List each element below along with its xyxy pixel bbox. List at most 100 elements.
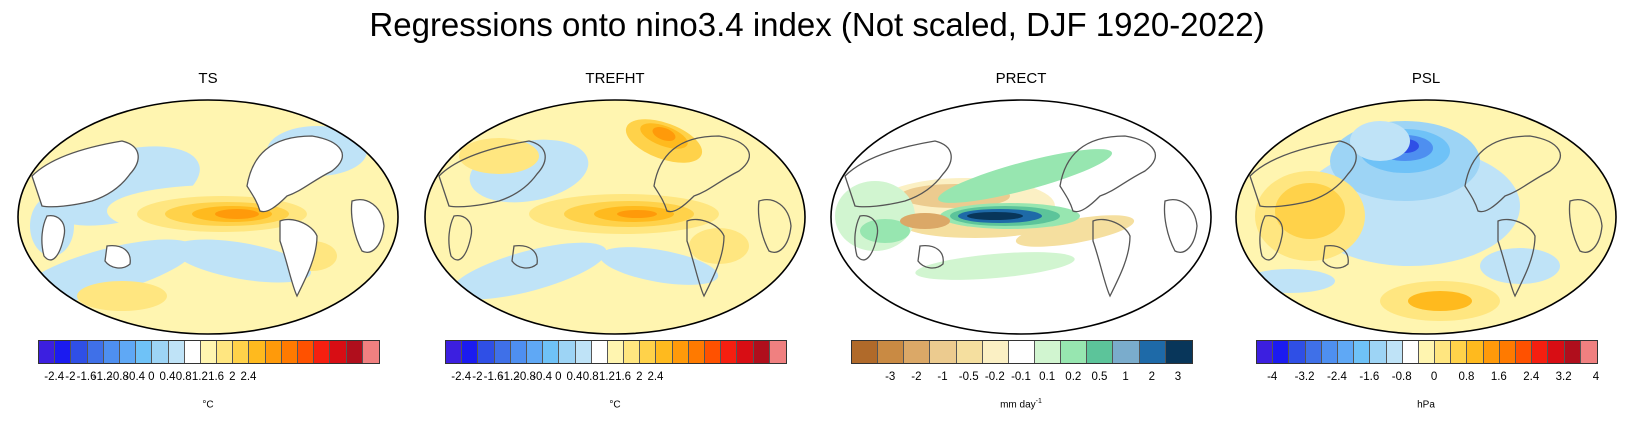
colorbar-swatch: [737, 341, 754, 363]
colorbar-swatch: [1113, 341, 1140, 363]
colorbar-swatch: [330, 341, 347, 363]
colorbar-swatch: [982, 341, 1009, 363]
colorbar-swatch: [314, 341, 331, 363]
colorbar-tick-label: -0.4: [125, 371, 146, 383]
colorbar-swatch: [956, 341, 983, 363]
colorbar-tick-label: 1.6: [615, 371, 632, 383]
colorbar-tick-label: -1.2: [499, 371, 520, 383]
panel-psl: PSL -4 -3.2 -2.4 -1.6 -0.8 0 0.8 1.6 2.4 3.2 4 hPa: [1226, 70, 1626, 420]
colorbar-swatch: [184, 341, 201, 363]
colorbar-swatch: [1273, 341, 1290, 363]
colorbar-tick-label: 0.1: [1039, 371, 1056, 383]
colorbar-tick-label: 2.4: [647, 371, 664, 383]
colorbar-units: hPa: [1417, 399, 1435, 411]
colorbar-swatch: [1467, 341, 1484, 363]
colorbar-tick-label: -0.8: [1391, 371, 1412, 383]
colorbar-swatch: [119, 341, 137, 363]
map-ts: [17, 99, 399, 335]
colorbar-swatch: [136, 341, 153, 363]
colorbar-tick-label: 0.8: [1458, 371, 1475, 383]
colorbar-tick-label: -1.6: [76, 371, 97, 383]
colorbar-tick-label: -0.5: [958, 371, 979, 383]
colorbar-swatch: [298, 341, 315, 363]
colorbar-swatch: [510, 341, 527, 363]
colorbar-tick-label: -0.8: [109, 371, 129, 383]
colorbar-tick-label: 0.8: [175, 371, 192, 383]
colorbar-tick-label: -2.4: [451, 371, 472, 383]
colorbar-swatch: [1289, 341, 1306, 363]
colorbar-swatch: [478, 341, 495, 363]
colorbar-swatch: [152, 341, 169, 363]
colorbar-tick-label: -3.2: [1294, 371, 1315, 383]
colorbar-tick-label: 1.6: [208, 371, 225, 383]
colorbar-tick-label: -2.4: [44, 371, 65, 383]
colorbar-tick-label: 1.2: [598, 371, 615, 383]
colorbar-swatch: [526, 341, 544, 363]
figure-title: Regressions onto nino3.4 index (Not scal…: [369, 6, 1265, 43]
colorbar-swatch: [1532, 341, 1549, 363]
colorbar-swatch: [591, 341, 608, 363]
colorbar-swatch: [930, 341, 957, 363]
panel-title: PSL: [1411, 70, 1441, 87]
colorbar-swatch: [87, 341, 104, 363]
colorbar-tick-label: -1.6: [1359, 371, 1380, 383]
colorbar-tick-label: 1.6: [1490, 371, 1507, 383]
colorbar-tick-label: -1: [937, 371, 948, 383]
colorbar-tick-label: 3: [1174, 371, 1182, 383]
colorbar-tick-label: 0: [1430, 371, 1438, 383]
colorbar-units: °C: [202, 399, 214, 411]
colorbar-swatch: [1548, 341, 1565, 363]
colorbar-swatch: [1165, 341, 1192, 363]
panel-title: TREFHT: [585, 70, 645, 87]
colorbar-swatch: [852, 341, 879, 363]
colorbar-swatch: [1139, 341, 1166, 363]
colorbar-tick-label: -4: [1267, 371, 1278, 383]
colorbar-swatch: [640, 341, 657, 363]
map-prect: [830, 99, 1212, 335]
colorbar-swatch: [39, 341, 56, 363]
colorbar-swatch: [1499, 341, 1516, 363]
colorbar-tick-label: 0.8: [582, 371, 599, 383]
colorbar-tick-label: 2.4: [240, 371, 257, 383]
colorbar-swatch: [575, 341, 592, 363]
colorbar-units: °C: [609, 399, 621, 411]
colorbar-swatch: [688, 341, 705, 363]
colorbar-swatch: [346, 341, 363, 363]
colorbar-swatch: [705, 341, 722, 363]
colorbar-swatch: [462, 341, 479, 363]
panel-ts: TS -2.4 -2 -1.6 -1.2 -0.8 -0.4 0 0.4 0.8 1.2 1.6 2 2…: [8, 70, 408, 420]
colorbar-tick-label: -0.2: [984, 371, 1005, 383]
colorbar-swatch: [71, 341, 88, 363]
colorbar-swatch: [1483, 341, 1500, 363]
panel-prect: PRECT -3 -2 -1 -0.5 -0.2 -0.1 0.1 0.2 0.5 1 2 3 mm …: [821, 70, 1221, 420]
colorbar-swatch: [1564, 341, 1581, 363]
colorbar-swatch: [200, 341, 218, 363]
colorbar-ts: [38, 340, 380, 364]
colorbar-swatch: [494, 341, 511, 363]
colorbar-swatch: [753, 341, 770, 363]
colorbar-swatch: [249, 341, 266, 363]
colorbar-swatch: [904, 341, 931, 363]
colorbar-swatch: [624, 341, 641, 363]
colorbar-swatch: [1061, 341, 1088, 363]
colorbar-swatch: [265, 341, 282, 363]
colorbar-tick-label: 0.4: [159, 371, 176, 383]
colorbar-swatch: [55, 341, 72, 363]
colorbar-swatch: [281, 341, 298, 363]
colorbar-tick-label: 1: [1122, 371, 1129, 383]
colorbar-swatch: [656, 341, 673, 363]
colorbar-swatch: [1516, 341, 1533, 363]
colorbar-tick-label: -2.4: [1327, 371, 1347, 383]
colorbar-swatch: [1580, 341, 1597, 363]
colorbar-tick-label: -2: [65, 371, 76, 383]
colorbar-swatch: [543, 341, 560, 363]
colorbar-swatch: [559, 341, 576, 363]
colorbar-swatch: [1435, 341, 1452, 363]
colorbar-swatch: [1370, 341, 1387, 363]
colorbar-swatch: [1402, 341, 1419, 363]
colorbar-tick-label: 2: [1148, 371, 1155, 383]
colorbar-swatch: [1337, 341, 1355, 363]
colorbar-swatch: [168, 341, 185, 363]
map-trefht: [424, 99, 806, 335]
panel-trefht: TREFHT -2.4 -2 -1.6 -1.2 -0.8 -0.4 0 0.4 0.8 1.2 1…: [415, 70, 815, 420]
